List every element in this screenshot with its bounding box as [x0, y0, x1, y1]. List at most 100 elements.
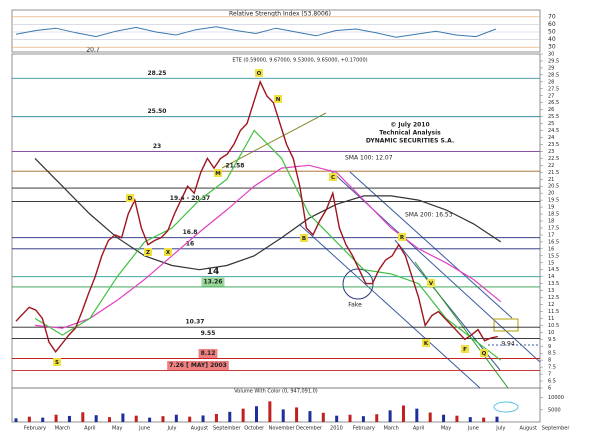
marker-label: N: [276, 97, 281, 103]
volume-bar: [442, 414, 446, 422]
marker-label: B: [302, 236, 306, 242]
y-tick-label: 12: [548, 302, 554, 308]
y-tick-label: 9.5: [548, 337, 556, 343]
y-tick-label: 12.5: [548, 295, 559, 301]
y-tick-label: 11: [548, 316, 554, 322]
y-tick-label: 18.5: [548, 212, 559, 218]
volume-ellipse: [493, 401, 519, 413]
marker-label: C: [331, 175, 335, 181]
y-tick-label: 50: [548, 29, 556, 36]
y-tick-label: 6: [548, 386, 551, 392]
x-tick-label: June: [138, 426, 150, 432]
y-tick-label: 8.5: [548, 351, 556, 357]
y-tick-label: 15.5: [548, 253, 559, 259]
volume-bar: [14, 418, 18, 422]
y-tick-label: 28.5: [548, 72, 559, 78]
volume-bar: [214, 413, 218, 422]
marker-label: V: [429, 281, 434, 287]
y-tick-label: 13: [548, 288, 554, 294]
note: DYNAMIC SECURITIES S.A.: [366, 138, 454, 145]
marker-box: [427, 279, 435, 287]
marker-box: [255, 69, 263, 77]
volume-bar: [81, 412, 85, 422]
y-tick-label: 30: [548, 44, 556, 51]
volume-bar: [27, 416, 31, 422]
volume-bar: [268, 401, 272, 422]
volume-bar: [41, 417, 45, 422]
marker-label: M: [215, 171, 220, 177]
level-label: 21.58: [226, 163, 245, 170]
volume-bar: [188, 416, 192, 422]
level-label: 9.55: [201, 330, 216, 337]
y-tick-label: 23: [548, 149, 554, 155]
y-tick-label: 6.5: [548, 379, 556, 385]
marker-box: [480, 349, 488, 357]
volume-bar: [174, 414, 178, 422]
volume-title: Volume With Color (0, 947,091.0): [234, 389, 318, 395]
volume-bar: [134, 415, 138, 422]
y-tick-label: 27: [548, 93, 554, 99]
y-tick-label: 10.5: [548, 323, 559, 329]
rsi-title: Relative Strength Index (53.8006): [229, 11, 331, 18]
volume-bar: [415, 408, 419, 422]
y-tick-label: 10: [548, 330, 554, 336]
volume-bar: [295, 407, 299, 422]
channel-line: [299, 224, 481, 389]
x-tick-label: March: [384, 426, 399, 432]
volume-bar: [361, 416, 365, 422]
x-tick-label: February: [24, 426, 46, 432]
level-label: 19.4 - 20.37: [170, 195, 210, 202]
fake-circle: [342, 268, 374, 300]
sma-line: [34, 164, 502, 329]
marker-box: [144, 248, 152, 256]
target-box: [493, 318, 519, 332]
y-tick-label: 16: [548, 246, 554, 252]
x-tick-label: 2010: [330, 426, 343, 432]
y-tick-label: 11.5: [548, 309, 559, 315]
y-tick-label: 10000: [548, 395, 564, 401]
y-tick-label: 14: [548, 274, 554, 280]
x-tick-label: October: [244, 426, 265, 432]
y-tick-label: 9: [548, 344, 551, 350]
x-tick-label: April: [84, 426, 95, 432]
x-tick-label: June: [467, 426, 479, 432]
sma-line: [34, 129, 502, 361]
sma-label: SMA 200: 16.53: [405, 212, 453, 219]
volume-bar: [482, 417, 486, 422]
rsi-note: 20.7: [86, 47, 100, 54]
x-tick-label: July: [167, 426, 177, 432]
marker-label: O: [257, 71, 262, 77]
level-label: 23: [153, 143, 161, 150]
level-label-box: [167, 360, 229, 370]
y-tick-label: 8: [548, 358, 551, 364]
level-label: 10.37: [186, 319, 205, 326]
level-label: 25.50: [148, 108, 167, 115]
marker-box: [422, 339, 430, 347]
y-tick-label: 60: [548, 21, 556, 28]
volume-bar: [468, 417, 472, 422]
marker-box: [461, 345, 469, 353]
y-tick-label: 24.5: [548, 128, 559, 134]
y-tick-label: 20: [548, 191, 554, 197]
y-tick-label: 14.5: [548, 267, 559, 273]
y-tick-label: 7: [548, 372, 551, 378]
y-tick-label: 18: [548, 219, 554, 225]
x-tick-label: August: [191, 426, 209, 432]
y-tick-label: 28: [548, 79, 554, 85]
y-tick-label: 25.5: [548, 114, 559, 120]
volume-bar: [54, 414, 58, 422]
x-tick-label: September: [213, 426, 242, 432]
x-tick-label: March: [55, 426, 70, 432]
x-tick-label: April: [413, 426, 424, 432]
level-label: 16: [186, 240, 194, 247]
marker-label: R: [400, 235, 405, 241]
sma-label: SMA 100: 12.07: [345, 155, 393, 162]
volume-bar: [201, 415, 205, 422]
y-tick-label: 19: [548, 205, 554, 211]
x-tick-label: August: [519, 426, 537, 432]
price-line: [15, 79, 498, 353]
y-tick-label: 70: [548, 13, 556, 20]
marker-box: [398, 233, 406, 241]
